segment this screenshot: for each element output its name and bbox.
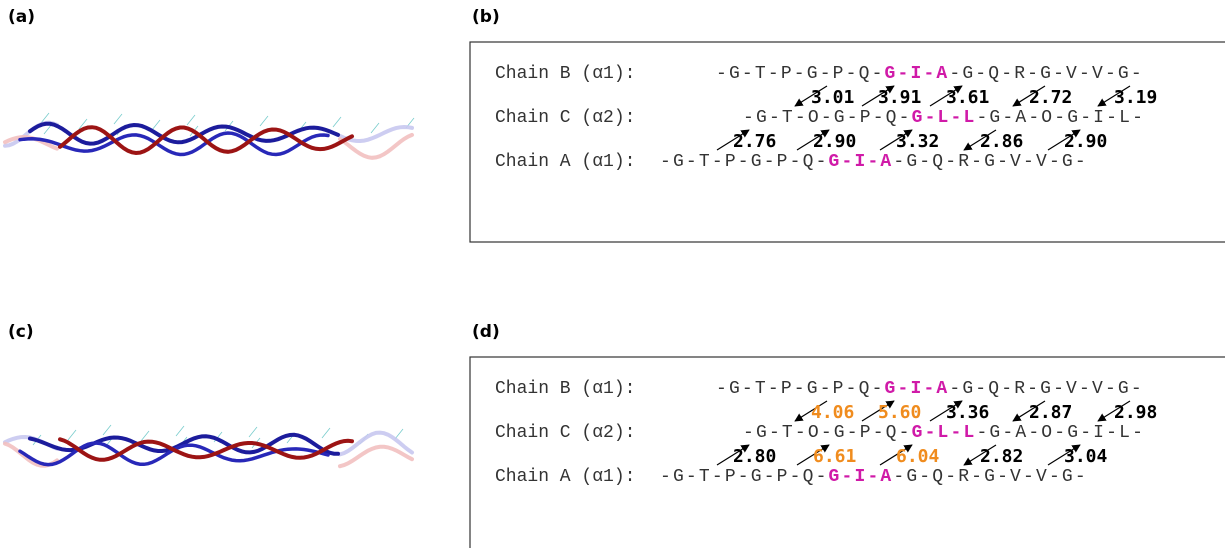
distance-value: 2.90 bbox=[1064, 131, 1107, 152]
distance-value: 3.32 bbox=[896, 131, 939, 152]
sequence-part: -G-Q-R-G-V-V-G- bbox=[893, 152, 1085, 172]
panel-label: (a) bbox=[8, 7, 35, 27]
side-chain bbox=[103, 425, 111, 435]
distance-value: 6.61 bbox=[813, 446, 856, 467]
distance-value: 3.04 bbox=[1064, 446, 1108, 467]
sequence: -G-T-P-G-P-Q-G-I-A-G-Q-R-G-V-V-G- bbox=[716, 64, 1142, 84]
sequence: -G-T-O-G-P-Q-G-L-L-G-A-O-G-I-L- bbox=[743, 423, 1143, 443]
distance-value: 2.87 bbox=[1029, 402, 1072, 423]
sequence: -G-T-P-G-P-Q-G-I-A-G-Q-R-G-V-V-G- bbox=[660, 152, 1086, 172]
side-chain bbox=[187, 115, 195, 125]
sequence-part: -G-A-O-G-I-L- bbox=[976, 108, 1142, 128]
distance-value: 2.98 bbox=[1114, 402, 1157, 423]
panel-label: (c) bbox=[8, 322, 34, 342]
chain-name: Chain A (α1): bbox=[495, 467, 635, 487]
side-chain bbox=[395, 429, 403, 439]
side-chain bbox=[333, 117, 341, 127]
distance-value: 3.01 bbox=[811, 87, 854, 108]
side-chain bbox=[371, 123, 379, 133]
chain-name: Chain A (α1): bbox=[495, 152, 635, 172]
distance-value: 3.91 bbox=[878, 87, 921, 108]
chain-name: Chain C (α2): bbox=[495, 108, 635, 128]
sequence-highlight: G-I-A bbox=[885, 379, 948, 399]
side-chain bbox=[176, 426, 184, 436]
sequence-part: -G-Q-R-G-V-V-G- bbox=[949, 64, 1141, 84]
side-chain bbox=[141, 431, 149, 441]
side-chain bbox=[68, 430, 76, 440]
sequence-highlight: G-I-A bbox=[885, 64, 948, 84]
sequence-part: -G-Q-R-G-V-V-G- bbox=[949, 379, 1141, 399]
sequence-highlight: G-I-A bbox=[829, 152, 892, 172]
distance-value: 2.72 bbox=[1029, 87, 1072, 108]
sequence-part: -G-T-O-G-P-Q- bbox=[743, 108, 909, 128]
sequence: -G-T-P-G-P-Q-G-I-A-G-Q-R-G-V-V-G- bbox=[716, 379, 1142, 399]
side-chain bbox=[249, 427, 257, 437]
sequence-highlight: G-I-A bbox=[829, 467, 892, 487]
panel-label: (d) bbox=[472, 322, 500, 342]
distance-value: 2.90 bbox=[813, 131, 856, 152]
distance-value: 3.61 bbox=[946, 87, 989, 108]
chain-name: Chain B (α1): bbox=[495, 64, 635, 84]
sequence-highlight: G-L-L bbox=[912, 108, 975, 128]
distance-value: 3.36 bbox=[946, 402, 989, 423]
side-chain bbox=[114, 114, 122, 124]
sequence-highlight: G-L-L bbox=[912, 423, 975, 443]
structure-image bbox=[5, 425, 412, 466]
distance-value: 3.19 bbox=[1114, 87, 1157, 108]
distance-value: 2.76 bbox=[733, 131, 776, 152]
chain-name: Chain B (α1): bbox=[495, 379, 635, 399]
chain-name: Chain C (α2): bbox=[495, 423, 635, 443]
distance-value: 2.80 bbox=[733, 446, 776, 467]
side-chain bbox=[322, 428, 330, 438]
panel-label: (b) bbox=[472, 7, 500, 27]
distance-value: 2.86 bbox=[980, 131, 1023, 152]
distance-value: 4.06 bbox=[811, 402, 854, 423]
figure: (a)(b)(c)(d)Chain B (α1):-G-T-P-G-P-Q-G-… bbox=[0, 0, 1225, 548]
sequence-part: -G-T-P-G-P-Q- bbox=[716, 379, 882, 399]
distance-value: 5.60 bbox=[878, 402, 921, 423]
distance-value: 6.04 bbox=[896, 446, 940, 467]
sequence-part: -G-Q-R-G-V-V-G- bbox=[893, 467, 1085, 487]
side-chain bbox=[152, 120, 160, 130]
sequence: -G-T-P-G-P-Q-G-I-A-G-Q-R-G-V-V-G- bbox=[660, 467, 1086, 487]
sequence-part: -G-T-O-G-P-Q- bbox=[743, 423, 909, 443]
sequence-part: -G-T-P-G-P-Q- bbox=[660, 467, 826, 487]
sequence: -G-T-O-G-P-Q-G-L-L-G-A-O-G-I-L- bbox=[743, 108, 1143, 128]
sequence-part: -G-A-O-G-I-L- bbox=[976, 423, 1142, 443]
sequence-part: -G-T-P-G-P-Q- bbox=[660, 152, 826, 172]
distance-value: 2.82 bbox=[980, 446, 1023, 467]
structure-image bbox=[5, 113, 414, 158]
side-chain bbox=[260, 116, 268, 126]
sequence-part: -G-T-P-G-P-Q- bbox=[716, 64, 882, 84]
